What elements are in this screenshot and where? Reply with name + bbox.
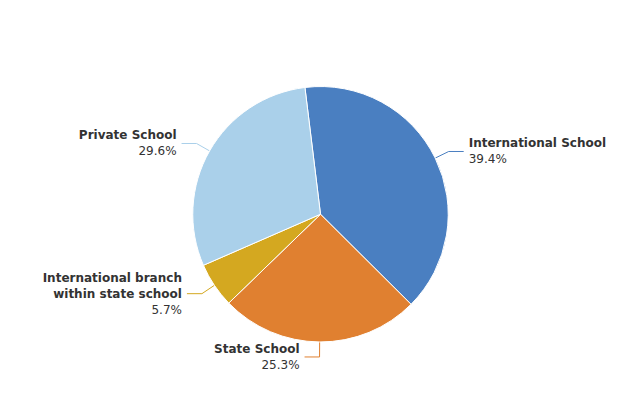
svg-text:39.4%: 39.4% — [469, 152, 507, 166]
svg-text:State School: State School — [214, 342, 299, 356]
svg-text:International branch: International branch — [43, 271, 182, 285]
svg-text:5.7%: 5.7% — [151, 303, 182, 317]
svg-text:25.3%: 25.3% — [261, 358, 299, 372]
svg-text:International School: International School — [469, 136, 606, 150]
svg-text:within state school: within state school — [53, 287, 182, 301]
svg-text:Private School: Private School — [79, 128, 177, 142]
svg-text:29.6%: 29.6% — [138, 144, 176, 158]
